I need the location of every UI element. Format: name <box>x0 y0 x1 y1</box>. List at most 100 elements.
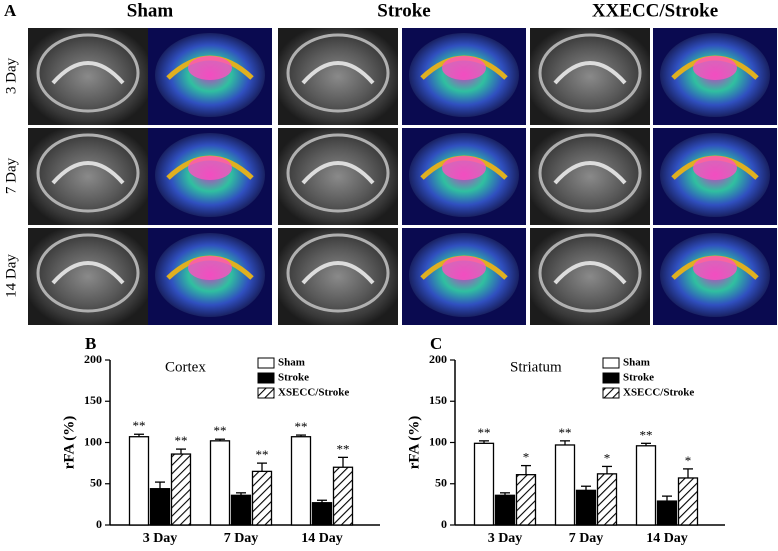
column-header: Sham <box>127 0 174 21</box>
y-tick-label: 100 <box>429 434 447 448</box>
significance-label: ** <box>295 419 308 434</box>
bar <box>209 440 231 526</box>
y-axis-label: rFA (%) <box>406 416 422 469</box>
x-tick-label: 14 Day <box>646 531 688 546</box>
significance-label: * <box>604 450 611 465</box>
gray-image <box>278 28 398 125</box>
bar <box>332 466 354 526</box>
brain-structure <box>553 261 627 285</box>
gray-image <box>28 28 148 125</box>
y-tick-label: 50 <box>435 476 447 490</box>
brain-structure <box>51 61 125 85</box>
bar <box>149 488 171 526</box>
gray-image <box>530 28 650 125</box>
legend-label: Stroke <box>278 372 309 384</box>
bar <box>311 502 333 526</box>
color-blob <box>693 156 737 180</box>
panel-letter: C <box>430 334 442 353</box>
bar <box>230 494 252 526</box>
legend-label: XSECC/Stroke <box>278 387 349 399</box>
x-tick-label: 7 Day <box>224 531 259 546</box>
bar <box>170 453 192 526</box>
bar <box>494 494 516 526</box>
color-blob <box>442 56 486 80</box>
chart-title: Cortex <box>165 359 206 375</box>
significance-label: ** <box>133 418 146 433</box>
gray-image <box>530 228 650 325</box>
legend-label: Stroke <box>623 372 654 384</box>
significance-label: * <box>685 453 692 468</box>
brain-outline <box>36 133 140 213</box>
brain-outline <box>538 33 642 113</box>
y-tick-label: 150 <box>84 393 102 407</box>
bar <box>473 442 495 526</box>
color-blob <box>188 256 232 280</box>
bar <box>290 436 312 526</box>
panel-letter: A <box>4 1 17 20</box>
brain-outline <box>286 233 390 313</box>
brain-outline <box>36 33 140 113</box>
y-axis-label: rFA (%) <box>61 416 77 469</box>
bar <box>515 474 537 526</box>
brain-outline <box>36 233 140 313</box>
brain-structure <box>51 161 125 185</box>
brain-outline <box>538 133 642 213</box>
legend-swatch <box>257 372 275 384</box>
color-blob <box>188 56 232 80</box>
x-tick-label: 7 Day <box>569 531 604 546</box>
bar <box>251 470 273 526</box>
legend-label: Sham <box>278 357 305 369</box>
row-label: 14 Day <box>3 254 19 298</box>
significance-label: ** <box>175 433 188 448</box>
y-tick-label: 150 <box>429 393 447 407</box>
legend-swatch <box>257 387 275 399</box>
gray-image <box>530 128 650 225</box>
brain-structure <box>301 61 375 85</box>
color-blob <box>188 156 232 180</box>
y-tick-label: 0 <box>96 517 102 531</box>
color-blob <box>442 256 486 280</box>
color-blob <box>693 256 737 280</box>
brain-outline <box>286 133 390 213</box>
row-label: 3 Day <box>3 57 19 94</box>
y-tick-label: 50 <box>90 476 102 490</box>
y-tick-label: 200 <box>84 352 102 366</box>
brain-structure <box>301 261 375 285</box>
brain-structure <box>553 161 627 185</box>
column-header: Stroke <box>377 0 430 21</box>
gray-image <box>28 228 148 325</box>
gray-image <box>278 128 398 225</box>
significance-label: ** <box>478 425 491 440</box>
legend-swatch <box>257 357 275 369</box>
panel-a: A <box>4 1 17 20</box>
y-tick-label: 200 <box>429 352 447 366</box>
x-tick-label: 14 Day <box>301 531 343 546</box>
x-tick-label: 3 Day <box>143 531 178 546</box>
legend-label: Sham <box>623 357 650 369</box>
brain-outline <box>286 33 390 113</box>
bar <box>596 473 618 526</box>
color-blob <box>693 56 737 80</box>
row-label: 7 Day <box>3 157 19 194</box>
legend-swatch <box>602 372 620 384</box>
bar <box>575 489 597 526</box>
brain-outline <box>538 233 642 313</box>
significance-label: ** <box>640 427 653 442</box>
color-blob <box>442 156 486 180</box>
legend-label: XSECC/Stroke <box>623 387 694 399</box>
significance-label: ** <box>214 423 227 438</box>
y-tick-label: 100 <box>84 434 102 448</box>
column-header: XXECC/Stroke <box>592 0 718 21</box>
significance-label: ** <box>559 425 572 440</box>
significance-label: ** <box>256 447 269 462</box>
chart-title: Striatum <box>510 359 562 375</box>
x-tick-label: 3 Day <box>488 531 523 546</box>
bar <box>554 444 576 526</box>
legend-swatch <box>602 357 620 369</box>
bar <box>677 477 699 526</box>
significance-label: * <box>523 450 530 465</box>
bar <box>128 436 150 526</box>
brain-structure <box>51 261 125 285</box>
gray-image <box>28 128 148 225</box>
